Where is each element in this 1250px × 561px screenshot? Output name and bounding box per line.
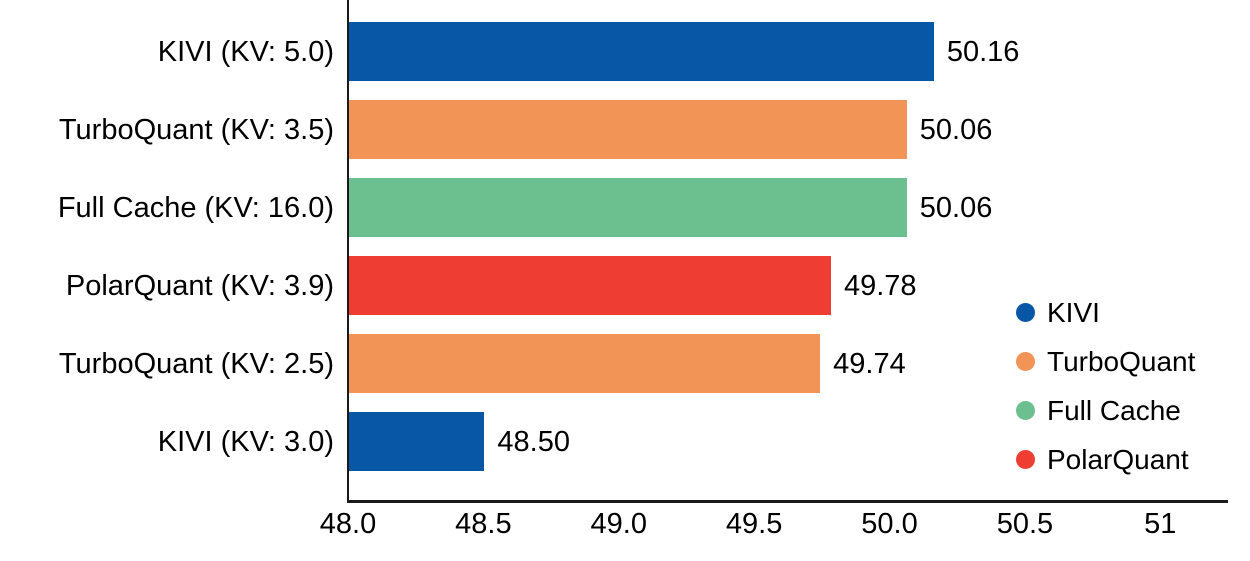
x-tick-label: 50.0 (861, 508, 918, 540)
bar-value-label: 49.78 (843, 269, 917, 302)
legend-item-polarquant: PolarQuant (1016, 435, 1195, 484)
bar-value-label: 50.06 (919, 113, 993, 146)
bar-turboquant (349, 100, 907, 159)
y-axis-line (347, 0, 349, 502)
category-label: PolarQuant (KV: 3.9) (65, 269, 334, 302)
x-tick-label: 49.0 (590, 508, 647, 540)
x-tick-label: 51 (1144, 508, 1177, 540)
legend-label: KIVI (1047, 296, 1100, 328)
legend-label: Full Cache (1047, 394, 1181, 426)
legend-dot-icon (1016, 352, 1035, 371)
legend: KIVI TurboQuant Full Cache PolarQuant (1016, 288, 1195, 484)
legend-label: PolarQuant (1047, 443, 1189, 475)
x-tick-label: 48.5 (455, 508, 512, 540)
category-label: TurboQuant (KV: 2.5) (58, 347, 334, 380)
legend-item-full-cache: Full Cache (1016, 386, 1195, 435)
category-label: TurboQuant (KV: 3.5) (58, 113, 334, 146)
legend-dot-icon (1016, 401, 1035, 420)
legend-dot-icon (1016, 450, 1035, 469)
bar-kivi (349, 412, 485, 471)
bar-polarquant (349, 256, 831, 315)
category-label: KIVI (KV: 3.0) (157, 425, 334, 458)
bar-value-label: 50.06 (919, 191, 993, 224)
bar-kivi (349, 22, 934, 81)
bar-value-label: 48.50 (497, 425, 570, 458)
legend-label: TurboQuant (1047, 345, 1196, 377)
bar-value-label: 49.74 (833, 347, 906, 380)
category-label: KIVI (KV: 5.0) (157, 35, 334, 68)
x-tick-label: 50.5 (996, 508, 1054, 540)
x-tick-label: 49.5 (725, 508, 783, 540)
bar-turboquant (349, 334, 821, 393)
legend-item-kivi: KIVI (1016, 288, 1195, 337)
x-tick-label: 48.0 (319, 508, 377, 540)
bar-value-label: 50.16 (946, 35, 1020, 68)
x-axis-line (347, 500, 1228, 503)
category-label: Full Cache (KV: 16.0) (57, 191, 334, 224)
bar-full-cache (349, 178, 907, 237)
legend-item-turboquant: TurboQuant (1016, 337, 1195, 386)
legend-dot-icon (1016, 303, 1035, 322)
